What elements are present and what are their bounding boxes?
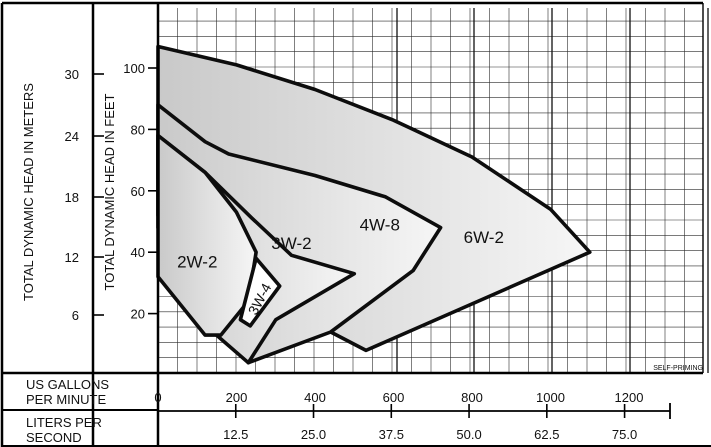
label-2w-2: 2W-2	[177, 253, 217, 272]
gpm-axis-label-line2: PER MINUTE	[26, 392, 107, 407]
gpm-tick-label: 200	[226, 390, 248, 405]
lps-tick-label: 37.5	[379, 427, 404, 442]
meters-tick-label: 6	[72, 308, 79, 323]
meters-tick-label: 18	[65, 190, 79, 205]
meters-tick-label: 12	[65, 250, 79, 265]
self-priming-note: SELF-PRIMING	[653, 365, 703, 372]
meters-tick-label: 24	[65, 129, 79, 144]
feet-tick-label: 80	[131, 122, 145, 137]
gpm-tick-label: 0	[154, 390, 161, 405]
lps-axis-label-line2: SECOND	[26, 430, 82, 445]
meters-axis-label: TOTAL DYNAMIC HEAD IN METERS	[21, 83, 36, 301]
lps-tick-label: 62.5	[534, 427, 559, 442]
lps-tick-label: 12.5	[223, 427, 248, 442]
gpm-tick-label: 1000	[536, 390, 565, 405]
feet-tick-label: 20	[131, 307, 145, 322]
feet-axis-label: TOTAL DYNAMIC HEAD IN FEET	[102, 93, 117, 290]
gpm-tick-label: 600	[383, 390, 405, 405]
label-4w-8: 4W-8	[360, 216, 400, 235]
feet-tick-label: 60	[131, 184, 145, 199]
meters-tick-label: 30	[65, 67, 79, 82]
feet-tick-label: 40	[131, 245, 145, 260]
curve-3w-4	[238, 256, 282, 328]
pump-curves: 6W-24W-83W-22W-23W-4	[156, 44, 592, 365]
label-3w-2: 3W-2	[271, 234, 311, 253]
lps-tick-label: 25.0	[301, 427, 326, 442]
gpm-axis-label-line1: US GALLONS	[26, 377, 109, 392]
gpm-tick-label: 400	[304, 390, 326, 405]
feet-tick-label: 100	[123, 61, 145, 76]
lps-tick-label: 75.0	[612, 427, 637, 442]
gpm-tick-label: 800	[461, 390, 483, 405]
label-6w-2: 6W-2	[464, 228, 504, 247]
gpm-tick-label: 1200	[615, 390, 644, 405]
lps-axis-label-line1: LITERS PER	[26, 415, 102, 430]
lps-tick-label: 50.0	[456, 427, 481, 442]
